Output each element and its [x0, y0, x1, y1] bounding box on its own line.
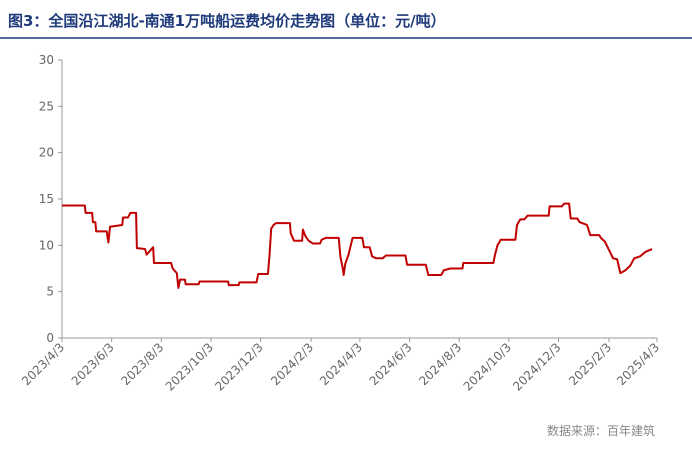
x-tick-label: 2024/8/3 — [416, 340, 464, 388]
y-tick-label: 15 — [39, 192, 54, 206]
y-tick-label: 30 — [39, 53, 54, 67]
x-tick-label: 2023/6/3 — [69, 340, 117, 388]
y-tick-label: 10 — [39, 238, 54, 252]
series-line — [62, 202, 653, 289]
x-tick-label: 2025/4/3 — [614, 340, 662, 388]
x-tick-label: 2023/4/3 — [19, 340, 67, 388]
x-tick-label: 2024/12/3 — [510, 340, 563, 393]
x-tick-label: 2023/12/3 — [212, 340, 265, 393]
x-tick-label: 2025/2/3 — [566, 340, 614, 388]
y-tick-label: 0 — [46, 331, 54, 345]
x-tick-label: 2024/2/3 — [268, 340, 316, 388]
y-tick-label: 5 — [46, 285, 54, 299]
x-tick-label: 2023/10/3 — [163, 340, 216, 393]
x-tick-label: 2023/8/3 — [118, 340, 166, 388]
y-tick-label: 20 — [39, 146, 54, 160]
x-tick-label: 2024/10/3 — [461, 340, 514, 393]
chart-title: 图3：全国沿江湖北-南通1万吨船运费均价走势图（单位：元/吨） — [8, 12, 446, 30]
x-tick-label: 2024/4/3 — [317, 340, 365, 388]
x-tick-label: 2024/6/3 — [367, 340, 415, 388]
y-tick-label: 25 — [39, 99, 54, 113]
source: 数据来源：百年建筑 — [547, 423, 655, 438]
